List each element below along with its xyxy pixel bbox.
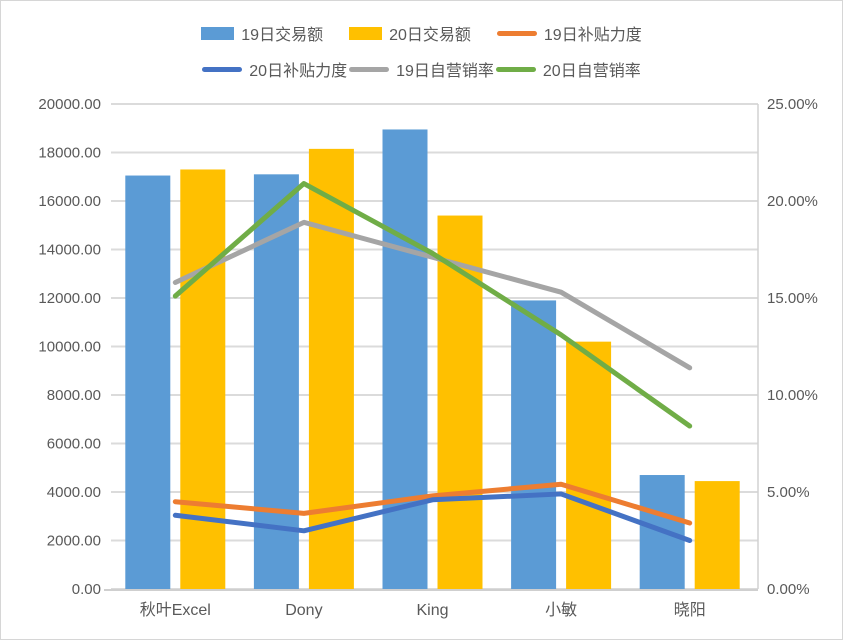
bar-20日交易额	[694, 481, 740, 589]
bar-19日交易额	[382, 129, 428, 589]
left-axis-label: 8000.00	[47, 387, 101, 404]
x-axis-label: Dony	[285, 602, 322, 619]
left-axis-label: 2000.00	[47, 533, 101, 550]
legend-label: 20日交易额	[389, 27, 471, 44]
left-axis-label: 14000.00	[38, 242, 101, 259]
legend-label: 19日交易额	[241, 27, 324, 44]
legend-item-19日自营销率[interactable]: 19日自营销率	[349, 57, 494, 81]
right-axis-label: 25.00%	[767, 96, 818, 113]
legend-label: 19日补贴力度	[543, 27, 642, 44]
legend-label: 20日补贴力度	[249, 63, 348, 80]
legend-row: 20日补贴力度 19日自营销率 20日自营销率	[202, 57, 641, 81]
line-20日自营销率	[172, 181, 693, 429]
legend-item-19日补贴力度[interactable]: 19日补贴力度	[496, 21, 642, 45]
bar-19日交易额	[511, 300, 557, 589]
legend-label: 20日自营销率	[542, 63, 641, 80]
legend-label: 19日自营销率	[396, 63, 494, 80]
x-axis-label: 秋叶Excel	[140, 601, 211, 619]
line-20日补贴力度	[172, 491, 693, 543]
legend-item-20日自营销率[interactable]: 20日自营销率	[495, 57, 641, 81]
legend-line-swatch-icon	[495, 66, 536, 72]
right-axis-label: 20.00%	[767, 193, 818, 210]
line-19日补贴力度	[172, 481, 693, 526]
bar-20日交易额	[308, 148, 354, 590]
legend-line-swatch-icon	[349, 66, 390, 72]
x-axis-label: 小敏	[545, 601, 577, 619]
left-axis-label: 6000.00	[47, 436, 101, 453]
left-axis-label: 0.00	[72, 581, 101, 598]
legend-bar-swatch-icon	[201, 26, 235, 40]
right-axis-label: 0.00%	[767, 581, 810, 598]
legend-line-swatch-icon	[496, 30, 537, 36]
legend-item-20日补贴力度[interactable]: 20日补贴力度	[202, 57, 347, 81]
x-axis-label: King	[416, 602, 448, 619]
legend-item-19日交易额[interactable]: 19日交易额	[201, 21, 323, 45]
legend-line-swatch-icon	[202, 66, 243, 72]
line-19日自营销率	[172, 219, 693, 371]
x-axis-label: 晓阳	[674, 601, 706, 619]
legend-bar-swatch-icon	[349, 26, 383, 40]
bar-20日交易额	[566, 341, 612, 589]
legend-item-20日交易额[interactable]: 20日交易额	[349, 21, 471, 45]
left-axis-label: 12000.00	[38, 290, 101, 307]
left-axis-label: 10000.00	[38, 339, 101, 356]
right-axis-label: 5.00%	[767, 484, 810, 501]
left-axis-label: 20000.00	[38, 96, 101, 113]
right-axis-label: 10.00%	[767, 387, 818, 404]
bar-20日交易额	[180, 169, 226, 589]
left-axis-label: 4000.00	[47, 484, 101, 501]
chart-legend: 19日交易额 20日交易额 19日补贴力度 20日补贴力度 19日自营销率 20日自营销率	[1, 21, 842, 81]
left-axis-label: 18000.00	[38, 145, 101, 162]
left-axis-label: 16000.00	[38, 193, 101, 210]
bar-19日交易额	[125, 175, 171, 589]
right-axis-label: 15.00%	[767, 290, 818, 307]
legend-row: 19日交易额 20日交易额 19日补贴力度	[201, 21, 642, 45]
